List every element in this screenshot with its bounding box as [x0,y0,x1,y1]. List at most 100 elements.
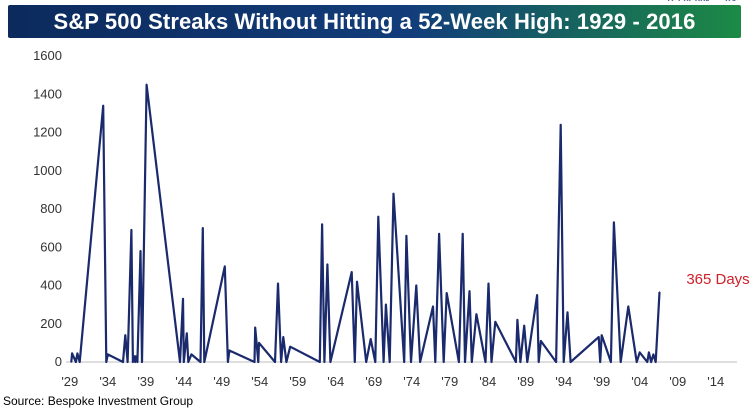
data-point [274,361,276,363]
y-tick-label: 1400 [33,86,62,101]
data-point [122,361,124,363]
data-point [733,0,736,1]
data-point [700,0,703,1]
x-tick-label: '94 [555,374,572,389]
data-point [186,332,188,335]
data-point [107,353,109,356]
data-point [562,361,565,363]
data-point [559,124,562,126]
data-point [540,340,542,342]
data-point [468,290,471,293]
data-point [434,361,437,363]
y-tick-label: 600 [40,239,62,254]
x-tick-label: '14 [707,374,724,389]
data-point [464,361,466,363]
x-tick-label: '59 [289,374,306,389]
source-note: Source: Bespoke Investment Group [3,394,194,408]
data-point [600,334,603,337]
data-point [257,361,260,363]
data-point [597,336,600,338]
data-point [282,336,285,338]
data-point [458,361,460,363]
x-tick-label: '34 [99,374,116,389]
data-point [141,361,143,363]
data-point [461,233,464,235]
data-point [105,361,108,363]
data-point [569,361,572,363]
data-point [356,280,358,283]
data-point [671,0,674,1]
y-tick-label: 400 [40,278,62,293]
data-point [683,0,686,1]
data-point [350,271,353,273]
data-point [365,361,368,363]
data-point [385,303,387,306]
data-point [599,361,601,363]
data-point [133,355,136,358]
y-tick-label: 1600 [33,48,62,63]
data-point [686,0,689,1]
y-tick-label: 1000 [33,163,62,178]
data-point [566,311,569,314]
data-point [374,361,377,363]
data-point [187,361,190,363]
data-point [650,361,652,363]
data-point [136,361,139,363]
data-point [410,361,412,363]
data-point [319,361,321,363]
data-point [652,353,655,356]
data-point [179,361,181,363]
data-point [323,361,326,363]
x-tick-label: '54 [251,374,268,389]
data-point [135,355,137,358]
data-point [442,361,445,363]
data-point [648,351,650,354]
annotation-365-days: 365 Days [686,271,749,288]
x-tick-label: '39 [137,374,154,389]
y-tick-label: 800 [40,201,62,216]
data-point [199,361,202,363]
x-tick-label: '74 [403,374,420,389]
data-point [354,361,356,363]
data-point [471,361,473,363]
data-point [183,361,185,363]
data-point [78,361,81,363]
data-point [132,361,134,363]
y-axis: 0 200 400 600 800 1000 1200 1400 1600 [33,48,62,369]
x-tick-label: '49 [213,374,230,389]
data-point [403,361,406,363]
data-point [285,361,288,363]
data-point [705,0,708,1]
x-tick-label: '44 [175,374,192,389]
data-point [405,235,408,237]
data-point [182,298,184,300]
data-point [613,221,615,224]
data-point [134,361,136,363]
data-point [253,361,256,363]
data-point [190,353,193,356]
chart-title-banner: S&P 500 Streaks Without Hitting a 52-Wee… [8,5,741,38]
data-point [71,352,73,355]
data-point [646,361,649,363]
data-point [516,319,519,321]
data-point [490,361,493,363]
data-point [145,83,148,86]
x-tick-label: '69 [365,374,382,389]
data-point [139,250,142,252]
data-point [326,263,329,266]
y-tick-label: 1200 [33,125,62,140]
data-point [475,313,478,316]
data-point [635,361,638,363]
data-point [382,361,385,363]
x-tick-label: '89 [517,374,534,389]
data-point [124,334,127,337]
data-point [202,227,204,229]
data-point [695,0,697,1]
data-point [258,342,260,344]
data-point [203,361,206,363]
data-point [619,361,622,363]
data-point [484,361,487,363]
x-tick-label: '64 [327,374,344,389]
x-tick-label: '99 [593,374,610,389]
data-point [321,223,323,226]
